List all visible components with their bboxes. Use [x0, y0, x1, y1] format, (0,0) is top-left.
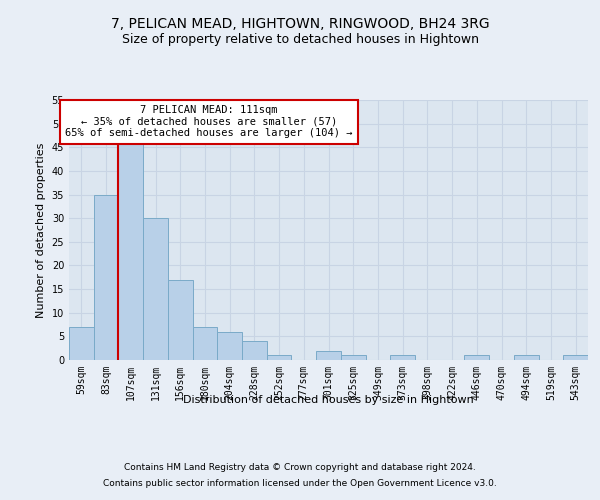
Bar: [563, 356, 588, 360]
Bar: [143, 218, 168, 360]
Text: Size of property relative to detached houses in Hightown: Size of property relative to detached ho…: [121, 32, 479, 46]
Bar: [242, 341, 267, 360]
Bar: [217, 332, 242, 360]
Y-axis label: Number of detached properties: Number of detached properties: [36, 142, 46, 318]
Text: 7, PELICAN MEAD, HIGHTOWN, RINGWOOD, BH24 3RG: 7, PELICAN MEAD, HIGHTOWN, RINGWOOD, BH2…: [110, 18, 490, 32]
Bar: [69, 327, 94, 360]
Bar: [316, 350, 341, 360]
Text: 7 PELICAN MEAD: 111sqm
← 35% of detached houses are smaller (57)
65% of semi-det: 7 PELICAN MEAD: 111sqm ← 35% of detached…: [65, 105, 353, 138]
Text: Contains HM Land Registry data © Crown copyright and database right 2024.: Contains HM Land Registry data © Crown c…: [124, 464, 476, 472]
Text: Contains public sector information licensed under the Open Government Licence v3: Contains public sector information licen…: [103, 478, 497, 488]
Bar: [267, 356, 292, 360]
Bar: [193, 327, 217, 360]
Text: Distribution of detached houses by size in Hightown: Distribution of detached houses by size …: [184, 395, 474, 405]
Bar: [464, 356, 489, 360]
Bar: [94, 194, 118, 360]
Bar: [390, 356, 415, 360]
Bar: [118, 142, 143, 360]
Bar: [514, 356, 539, 360]
Bar: [168, 280, 193, 360]
Bar: [341, 356, 365, 360]
